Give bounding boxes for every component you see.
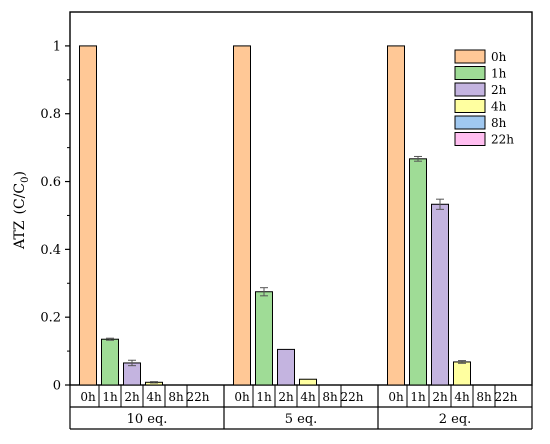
y-tick-label: 0	[53, 379, 61, 394]
y-tick-label: 0.2	[40, 311, 61, 326]
bar	[299, 378, 317, 386]
category-label: 0h	[234, 390, 250, 404]
bar	[453, 361, 471, 386]
category-label: 8h	[168, 390, 184, 404]
category-label: 1h	[256, 390, 272, 404]
y-axis-label: ATZ (C/C0)	[12, 171, 31, 250]
y-axis: 0 0.2 0.4 0.6 0.8 1	[40, 39, 70, 394]
y-axis-label-unit-prefix: (C/C	[12, 183, 28, 215]
y-tick-label: 0.6	[40, 175, 61, 190]
category-label: 8h	[476, 390, 492, 404]
bar	[277, 348, 295, 386]
category-label: 4h	[454, 390, 470, 404]
legend-label: 2h	[491, 83, 507, 97]
legend-swatch	[454, 132, 486, 146]
bar	[409, 158, 427, 386]
y-axis-label-text: ATZ (C/C0)	[12, 171, 31, 250]
legend-swatch	[454, 66, 486, 80]
group-label: 10 eq.	[127, 412, 168, 427]
y-tick-label: 0.8	[40, 107, 61, 122]
category-label: 1h	[102, 390, 118, 404]
category-label: 2h	[432, 390, 448, 404]
category-label: 8h	[322, 390, 338, 404]
legend-swatch	[454, 82, 486, 97]
group-label: 2 eq.	[439, 412, 472, 427]
category-label: 0h	[388, 390, 404, 404]
category-label: 4h	[146, 390, 162, 404]
category-label: 1h	[410, 390, 426, 404]
y-tick-label: 1	[53, 39, 61, 54]
category-label: 2h	[278, 390, 294, 404]
bar	[431, 203, 449, 386]
bar	[101, 338, 119, 386]
category-label: 22h	[187, 390, 210, 404]
y-axis-label-unit-sub: 0	[20, 177, 31, 183]
bar	[255, 291, 273, 386]
legend-label: 8h	[491, 116, 507, 130]
category-label: 0h	[80, 390, 96, 404]
category-label: 22h	[341, 390, 364, 404]
y-tick-label: 0.4	[40, 243, 61, 258]
bar	[387, 45, 405, 386]
bars-layer	[79, 45, 471, 386]
legend-label: 4h	[491, 100, 507, 114]
y-axis-label-unit-suffix: )	[12, 171, 28, 176]
legend-swatch	[454, 99, 486, 113]
error-bars-layer	[106, 155, 466, 384]
y-axis-label-main: ATZ	[12, 220, 28, 250]
group-label: 5 eq.	[285, 412, 318, 427]
legend-swatch	[454, 49, 486, 64]
legend-swatch	[454, 115, 486, 130]
legend-label: 1h	[491, 67, 507, 81]
category-label: 22h	[495, 390, 518, 404]
legend: 0h 1h 2h 4h 8h 22h	[454, 49, 514, 147]
category-label: 2h	[124, 390, 140, 404]
legend-label: 0h	[491, 50, 507, 64]
bar	[233, 45, 251, 386]
category-label: 4h	[300, 390, 316, 404]
bar	[123, 362, 141, 386]
legend-label: 22h	[491, 133, 514, 147]
bar	[79, 45, 97, 386]
